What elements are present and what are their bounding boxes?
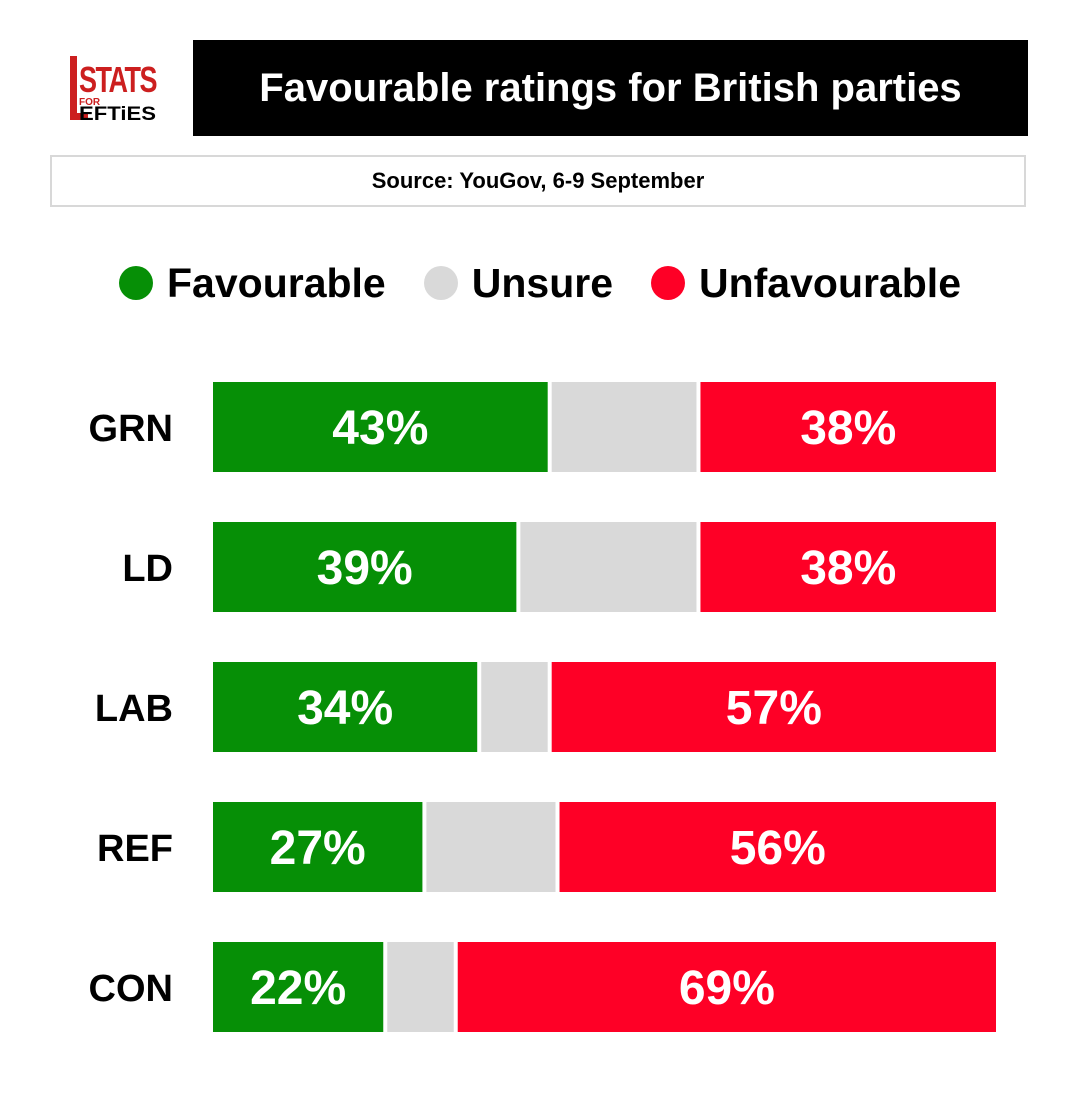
bar-con-unsure — [387, 942, 454, 1032]
bar-grn-unfavourable — [700, 382, 996, 472]
data-label-ld-unfavourable: 38% — [800, 542, 896, 595]
bar-ref-unsure — [426, 802, 556, 892]
data-label-ld-favourable: 39% — [317, 542, 413, 595]
bar-lab-unsure — [481, 662, 548, 752]
bar-ld-unsure — [520, 522, 697, 612]
bar-grn-unsure — [551, 382, 697, 472]
logo-text-bottom: EFTiES — [79, 104, 156, 122]
title-bar: Favourable ratings for British parties — [193, 40, 1028, 136]
bar-ref-unfavourable — [559, 802, 996, 892]
data-label-lab-favourable: 34% — [297, 682, 393, 735]
data-label-lab-unfavourable: 57% — [726, 682, 822, 735]
bar-lab-favourable — [213, 662, 478, 752]
category-label-lab: LAB — [95, 688, 173, 730]
stats-for-lefties-logo: STATS FOR EFTiES — [70, 56, 159, 122]
data-label-con-favourable: 22% — [250, 962, 346, 1015]
source-text: Source: YouGov, 6-9 September — [371, 168, 705, 193]
legend-item-unsure: Unsure — [423, 259, 613, 307]
category-label-ref: REF — [97, 828, 173, 870]
bar-con-unfavourable — [457, 942, 997, 1032]
bar-con-favourable — [213, 942, 384, 1032]
legend: Favourable Unsure Unfavourable — [0, 258, 1080, 308]
data-label-ref-unfavourable: 56% — [730, 822, 826, 875]
bar-ld-favourable — [213, 522, 517, 612]
bar-ref-favourable — [213, 802, 423, 892]
legend-dot-unsure — [423, 266, 458, 300]
logo-text-top: STATS — [79, 59, 157, 100]
legend-dot-unfavourable — [651, 266, 685, 300]
data-label-ref-favourable: 27% — [270, 822, 366, 875]
legend-label-unsure: Unsure — [471, 259, 613, 306]
bar-lab-unfavourable — [551, 662, 996, 752]
legend-item-favourable: Favourable — [119, 260, 386, 307]
data-label-grn-unfavourable: 38% — [800, 402, 896, 455]
legend-label-unfavourable: Unfavourable — [699, 259, 961, 306]
legend-item-unfavourable: Unfavourable — [651, 260, 961, 307]
data-label-grn-favourable: 43% — [332, 402, 428, 455]
legend-label-favourable: Favourable — [167, 259, 386, 306]
category-label-con: CON — [89, 968, 173, 1010]
category-label-grn: GRN — [89, 408, 173, 450]
legend-dot-favourable — [119, 266, 153, 300]
chart-title: Favourable ratings for British parties — [259, 65, 962, 110]
source-box: Source: YouGov, 6-9 September — [50, 155, 1026, 207]
logo-text-small: FOR — [79, 97, 101, 108]
data-label-con-unfavourable: 69% — [679, 962, 775, 1015]
bar-ld-unfavourable — [700, 522, 996, 612]
category-label-ld: LD — [122, 548, 173, 590]
bar-grn-favourable — [213, 382, 548, 472]
